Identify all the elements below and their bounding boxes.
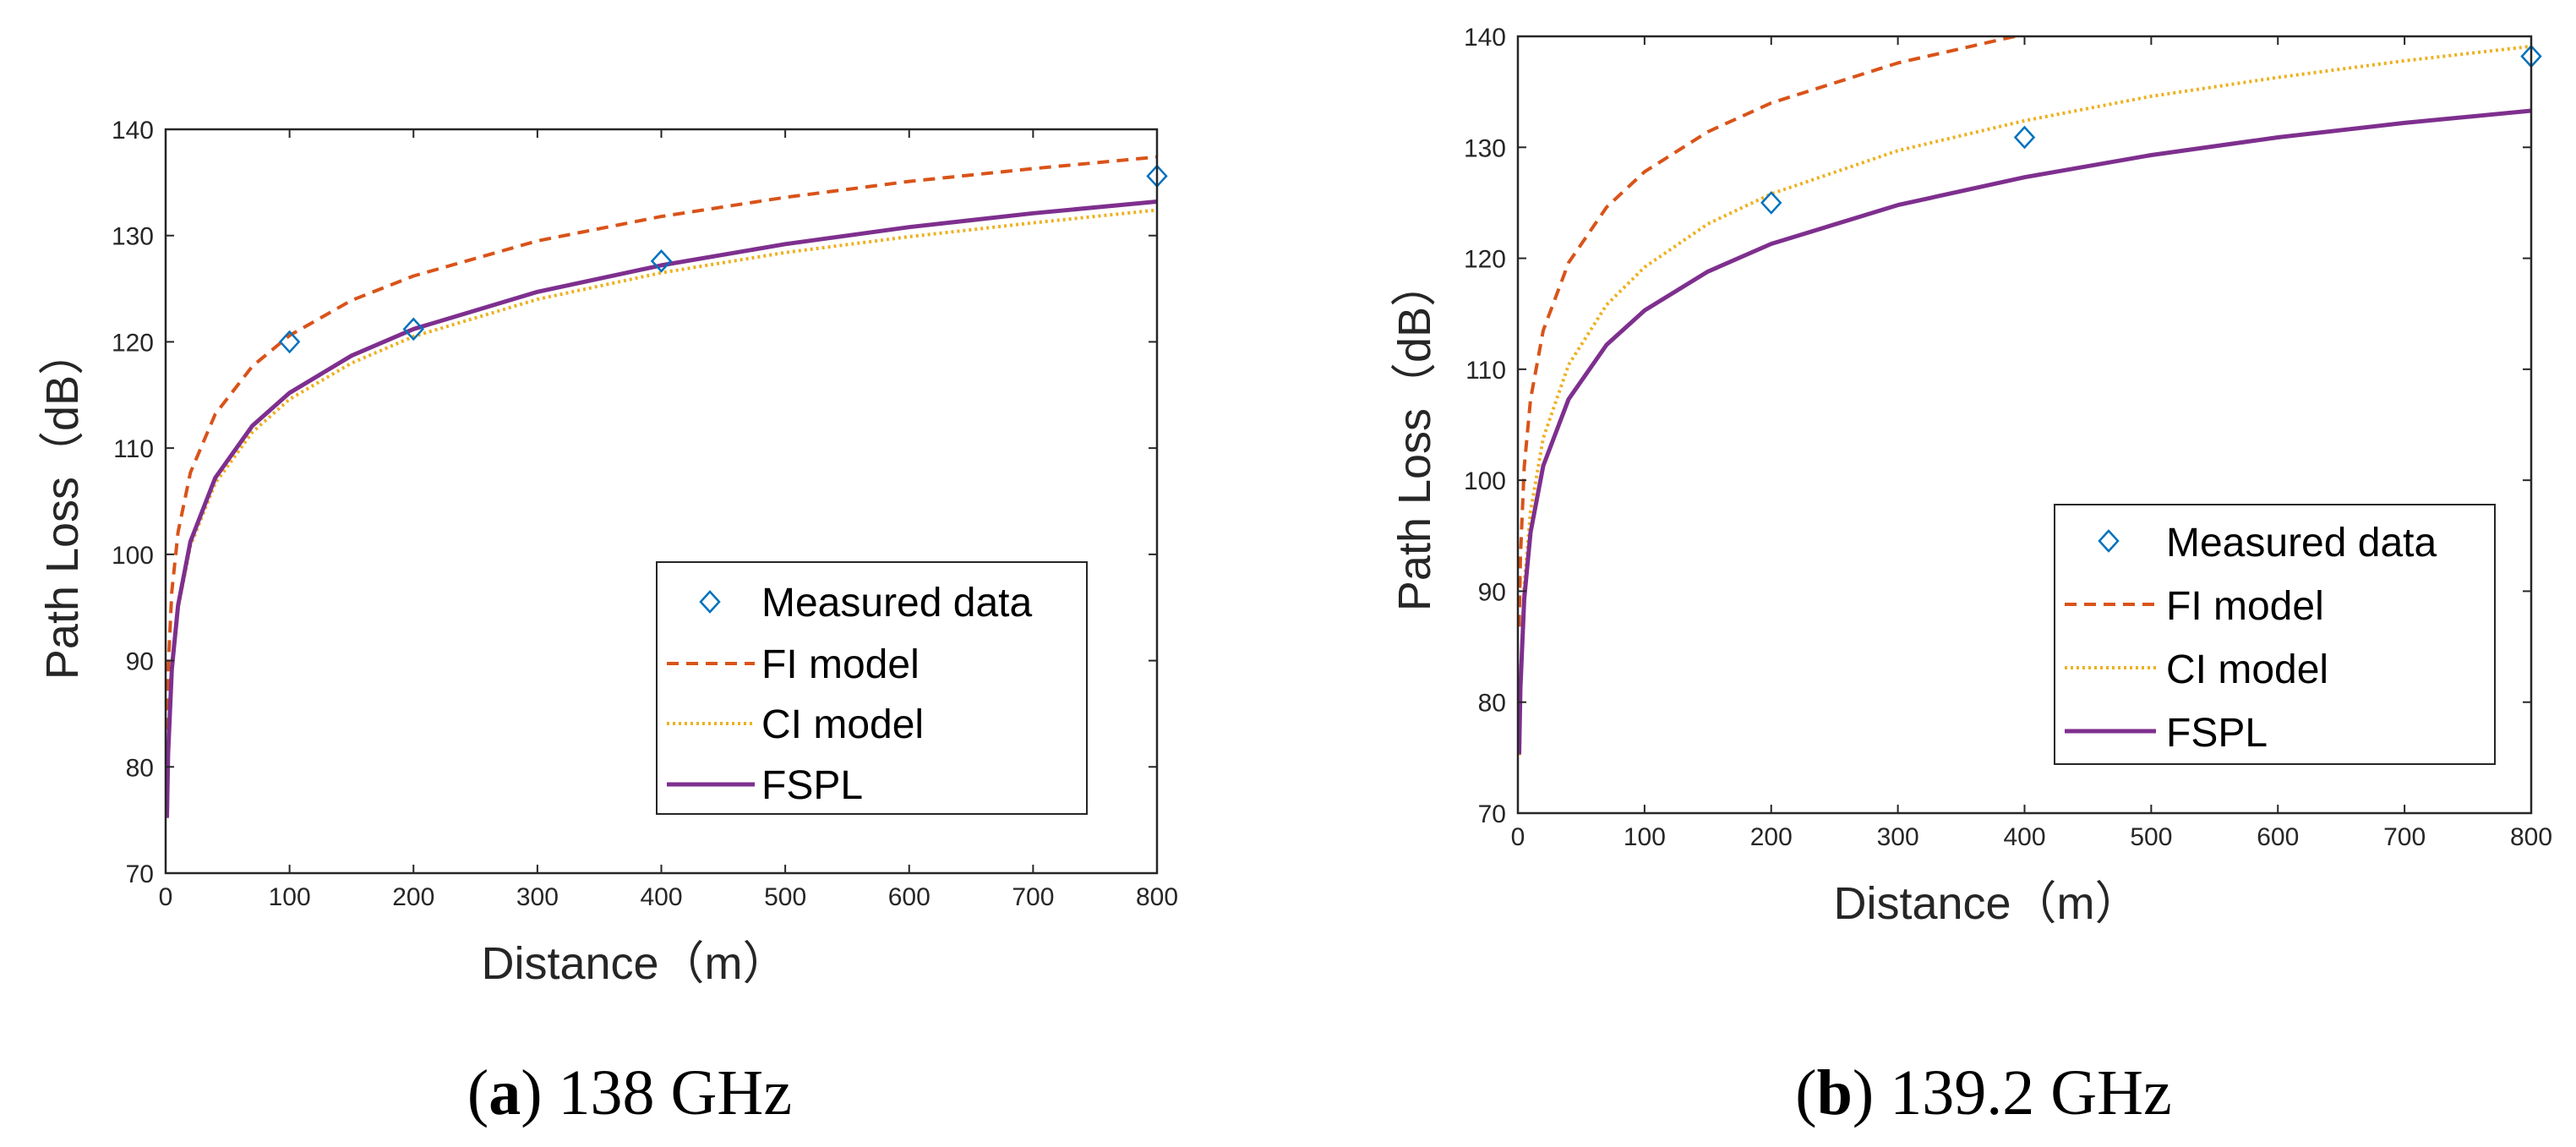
y-tick-label: 100 [112, 542, 154, 570]
chart-a-legend-box [656, 561, 1088, 815]
x-tick-label: 800 [1136, 883, 1178, 911]
measured-data-point [1760, 191, 1782, 215]
y-tick-label: 100 [1464, 467, 1506, 495]
chart-a-y-axis-label: Path Loss（dB） [37, 330, 88, 680]
y-tick-label: 130 [1464, 134, 1506, 162]
chart-b: 0 100 200 300 400 500 600 700 800 70 80 90 100 110 120… [1389, 24, 2552, 929]
fspl-line [1518, 108, 2531, 755]
fspl-line [166, 199, 1157, 818]
legend-label-measured: Measured data [2166, 521, 2437, 565]
y-tick-label: 130 [112, 223, 154, 251]
chart-a-curves [166, 155, 1157, 818]
legend-measured-marker-icon [2098, 529, 2120, 553]
x-tick-label: 700 [2383, 823, 2426, 851]
y-tick-label: 70 [126, 860, 154, 888]
measured-data-point [278, 330, 301, 354]
chart-b-x-axis-label: Distance（m） [1833, 878, 2140, 929]
caption-a: (a) 138 GHz [467, 1057, 792, 1128]
chart-b-curves [1518, 36, 2531, 756]
chart-a: 0 100 200 300 400 500 600 700 800 70 80 90 100 110 120… [37, 117, 1178, 989]
y-tick-label: 120 [1464, 246, 1506, 274]
x-tick-label: 600 [2257, 823, 2299, 851]
x-tick-label: 500 [764, 883, 806, 911]
legend-label-fi: FI model [761, 642, 920, 687]
fi-model-line [166, 155, 1157, 730]
chart-b-legend: Measured data FI model CI model FSPL [2054, 504, 2496, 765]
x-tick-label: 200 [1750, 823, 1793, 851]
y-tick-label: 120 [112, 329, 154, 357]
legend-label-fi: FI model [2166, 584, 2324, 629]
y-tick-label: 70 [1478, 800, 1506, 828]
y-tick-label: 140 [112, 117, 154, 145]
x-tick-label: 400 [2003, 823, 2045, 851]
x-tick-label: 700 [1012, 883, 1054, 911]
measured-data-point [2013, 125, 2036, 150]
legend-label-ci: CI model [2166, 647, 2328, 692]
y-tick-label: 80 [1478, 690, 1506, 718]
x-tick-label: 400 [640, 883, 682, 911]
caption-a-text: 138 GHz [543, 1057, 793, 1128]
chart-b-ticks: 0 100 200 300 400 500 600 700 800 70 80 90 100 110 120… [1464, 24, 2552, 851]
chart-a-ticks: 0 100 200 300 400 500 600 700 800 70 80 90 100 110 120… [112, 117, 1178, 911]
legend-label-measured: Measured data [761, 581, 1033, 625]
y-tick-label: 110 [113, 435, 154, 463]
y-tick-label: 110 [1465, 357, 1506, 385]
chart-a-legend: Measured data FI model CI model FSPL [656, 561, 1088, 815]
x-tick-label: 600 [888, 883, 931, 911]
measured-data-point [650, 249, 673, 273]
legend-label-fspl: FSPL [2166, 711, 2268, 756]
x-tick-label: 300 [516, 883, 559, 911]
y-tick-label: 80 [126, 754, 154, 782]
chart-a-markers [278, 164, 1168, 354]
x-tick-label: 500 [2130, 823, 2172, 851]
x-tick-label: 300 [1877, 823, 1919, 851]
x-tick-label: 0 [159, 883, 173, 911]
fi-model-line [1518, 36, 2023, 627]
x-tick-label: 0 [1511, 823, 1525, 851]
legend-label-ci: CI model [761, 702, 924, 747]
legend-measured-marker-icon [699, 590, 721, 614]
chart-b-y-axis-label: Path Loss（dB） [1389, 261, 1440, 611]
y-tick-label: 90 [126, 648, 154, 676]
chart-b-legend-box [2054, 504, 2496, 765]
legend-label-fspl: FSPL [761, 763, 863, 808]
x-tick-label: 800 [2510, 823, 2552, 851]
measured-data-point [402, 317, 424, 341]
y-tick-label: 140 [1464, 24, 1506, 52]
chart-a-x-axis-label: Distance（m） [481, 938, 788, 989]
x-tick-label: 100 [1624, 823, 1666, 851]
chart-b-markers [1760, 44, 2542, 215]
caption-b-letter: b [1817, 1057, 1853, 1128]
caption-b: (b) 139.2 GHz [1795, 1057, 2171, 1128]
y-tick-label: 90 [1478, 578, 1506, 606]
caption-b-text: 139.2 GHz [1874, 1057, 2172, 1128]
x-tick-label: 100 [269, 883, 311, 911]
x-tick-label: 200 [392, 883, 434, 911]
caption-a-letter: a [488, 1057, 521, 1128]
